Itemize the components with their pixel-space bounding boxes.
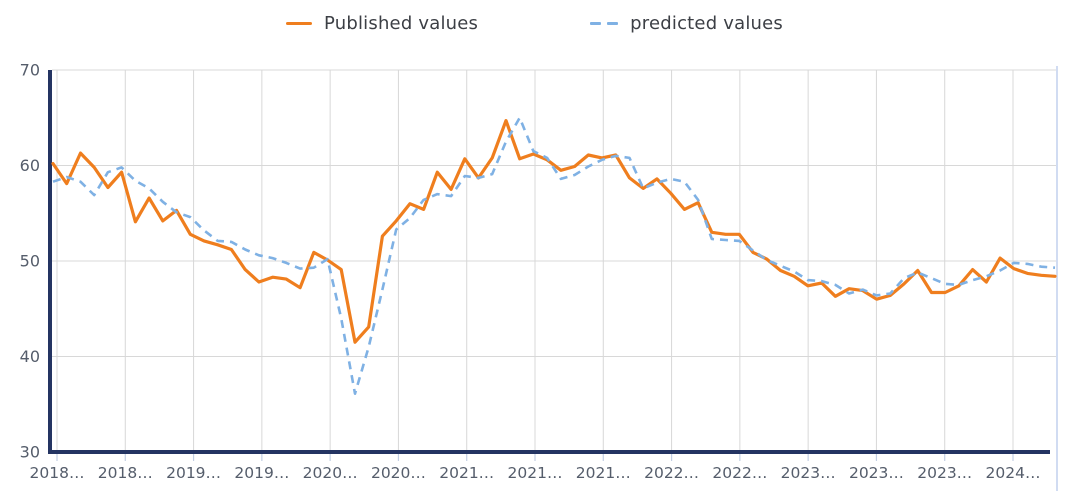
svg-text:2019…: 2019… <box>166 464 221 482</box>
svg-text:2020…: 2020… <box>303 464 358 482</box>
legend-item-published[interactable]: Published values <box>286 13 478 34</box>
legend-label-predicted: predicted values <box>630 13 783 34</box>
svg-text:2023…: 2023… <box>917 464 972 482</box>
svg-text:2019…: 2019… <box>234 464 289 482</box>
svg-text:40: 40 <box>20 347 40 366</box>
svg-text:2018…: 2018… <box>30 464 85 482</box>
svg-text:2018…: 2018… <box>98 464 153 482</box>
predicted-line-swatch-icon <box>590 21 619 26</box>
svg-text:2021…: 2021… <box>439 464 494 482</box>
svg-text:2021…: 2021… <box>576 464 631 482</box>
published-line-swatch-icon <box>286 21 312 26</box>
svg-text:2022…: 2022… <box>712 464 767 482</box>
svg-text:60: 60 <box>20 156 40 175</box>
svg-text:2023…: 2023… <box>849 464 904 482</box>
svg-text:70: 70 <box>20 61 40 80</box>
x-axis-labels: 2018… 2018… 2019… 2019… 2020… 2020… 2021… 2021…… <box>30 464 1041 482</box>
svg-text:2023…: 2023… <box>781 464 836 482</box>
svg-text:2024…: 2024… <box>986 464 1041 482</box>
svg-text:2022…: 2022… <box>644 464 699 482</box>
predicted-series-line <box>52 116 1056 396</box>
published-series-line <box>51 118 1057 344</box>
chart-legend: Published values predicted values <box>0 13 1069 34</box>
legend-label-published: Published values <box>324 13 479 34</box>
svg-text:2020…: 2020… <box>371 464 426 482</box>
svg-text:50: 50 <box>20 252 40 271</box>
svg-text:30: 30 <box>20 443 40 462</box>
legend-item-predicted[interactable]: predicted values <box>590 13 783 34</box>
grid-lines <box>52 69 1056 450</box>
axis-lines <box>48 70 1050 454</box>
y-axis-labels: 70 60 50 40 30 <box>20 61 40 462</box>
svg-text:2021…: 2021… <box>508 464 563 482</box>
x-axis-tick-marks <box>56 454 1014 461</box>
